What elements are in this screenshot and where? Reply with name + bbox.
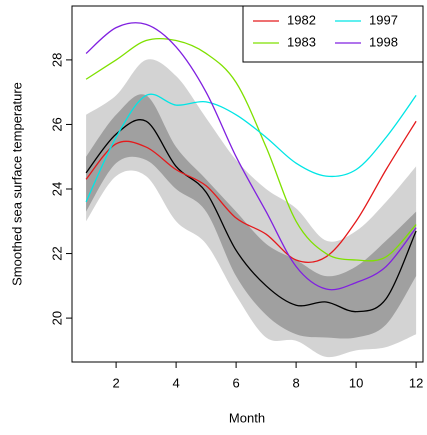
- x-tick-label: 2: [112, 375, 119, 390]
- y-tick-label: 26: [49, 117, 64, 131]
- series-line: [85, 120, 417, 263]
- series-line: [85, 37, 417, 262]
- y-tick-label: 24: [49, 182, 64, 196]
- y-tick-label: 22: [49, 246, 64, 260]
- legend-label: 1982: [287, 12, 316, 27]
- series-line: [85, 22, 417, 291]
- x-tick-label: 12: [409, 375, 423, 390]
- legend-label: 1998: [369, 34, 398, 49]
- legend-label: 1997: [369, 12, 398, 27]
- y-axis-label: Smoothed sea surface temperature: [9, 82, 24, 286]
- x-tick-label: 10: [349, 375, 363, 390]
- x-tick-label: 6: [232, 375, 239, 390]
- series-line: [85, 93, 417, 203]
- x-tick-label: 8: [292, 375, 299, 390]
- median-line: [85, 119, 417, 313]
- y-tick-label: 20: [49, 311, 64, 325]
- legend-box: [242, 5, 424, 63]
- x-tick-label: 4: [172, 375, 179, 390]
- legend-label: 1983: [287, 34, 316, 49]
- x-axis-label: Month: [229, 410, 265, 425]
- y-tick-label: 28: [49, 53, 64, 67]
